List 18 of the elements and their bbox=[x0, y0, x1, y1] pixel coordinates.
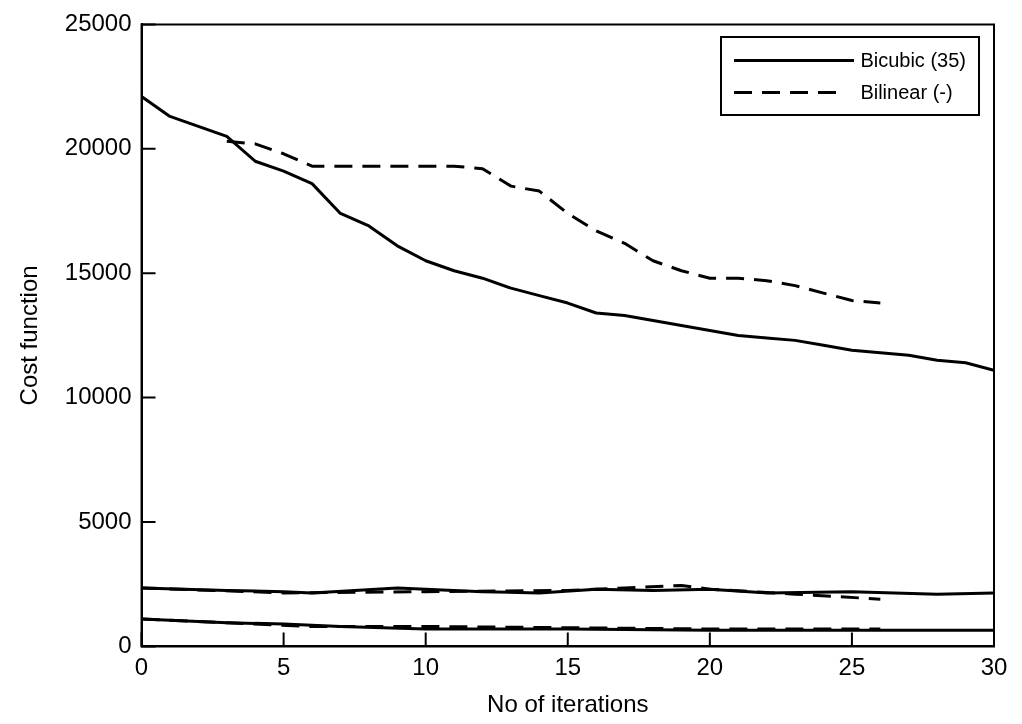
y-tick-label: 25000 bbox=[64, 9, 132, 37]
x-tick-label: 30 bbox=[980, 653, 1008, 681]
y-tick-label: 5000 bbox=[78, 506, 132, 534]
y-tick-label: 15000 bbox=[64, 257, 132, 285]
x-tick-label: 20 bbox=[696, 653, 724, 681]
x-tick-label: 10 bbox=[412, 653, 440, 681]
line-series bbox=[225, 139, 882, 305]
legend-label: Bilinear (-) bbox=[860, 80, 953, 104]
legend-label: Bicubic (35) bbox=[860, 48, 966, 72]
x-tick-label: 15 bbox=[554, 653, 582, 681]
x-axis-title: No of iterations bbox=[487, 690, 649, 718]
y-tick-label: 20000 bbox=[64, 133, 132, 161]
y-tick-label: 10000 bbox=[64, 382, 132, 410]
y-axis-title: Cost function bbox=[15, 265, 43, 406]
x-tick-label: 5 bbox=[276, 653, 291, 681]
x-tick-label: 0 bbox=[134, 653, 149, 681]
y-tick-label: 0 bbox=[118, 631, 132, 659]
x-tick-label: 25 bbox=[838, 653, 866, 681]
